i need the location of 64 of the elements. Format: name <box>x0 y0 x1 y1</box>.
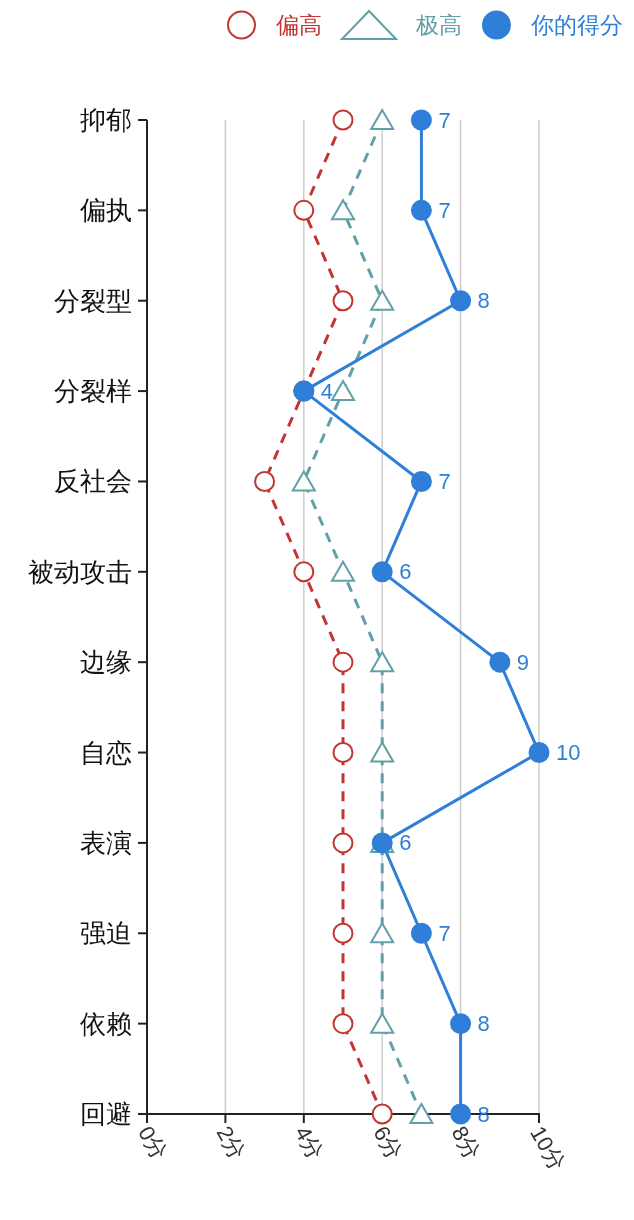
y-tick-label: 被动攻击 <box>28 556 132 587</box>
point <box>331 560 355 582</box>
x-tick-label: 4分 <box>289 1121 329 1164</box>
point <box>332 922 354 944</box>
data-label: 6 <box>399 559 412 585</box>
y-tick-label: 分裂样 <box>54 376 132 407</box>
point <box>293 561 315 583</box>
data-label: 6 <box>399 830 412 856</box>
data-label: 8 <box>477 1011 490 1037</box>
y-tick-label: 强迫 <box>80 918 132 949</box>
point <box>450 290 472 312</box>
point <box>450 1103 472 1125</box>
point <box>370 289 395 311</box>
point <box>370 1012 395 1034</box>
x-tick-label: 8分 <box>446 1121 486 1164</box>
x-tick-label: 2分 <box>211 1121 251 1164</box>
point <box>370 109 395 130</box>
point <box>332 1013 354 1035</box>
point <box>370 922 395 944</box>
point <box>371 561 393 583</box>
point <box>332 290 354 312</box>
point <box>410 199 432 221</box>
point <box>331 380 355 402</box>
point <box>489 651 511 673</box>
point <box>410 470 432 492</box>
point <box>293 199 315 221</box>
y-tick-label: 依赖 <box>80 1008 132 1039</box>
y-tick-label: 表演 <box>80 827 132 858</box>
x-tick-label: 10分 <box>525 1121 571 1175</box>
legend-label: 偏高 <box>276 12 322 38</box>
data-label: 9 <box>516 649 530 675</box>
point <box>332 651 354 673</box>
x-tick-label: 0分 <box>133 1121 172 1164</box>
point <box>528 742 550 764</box>
y-tick-label: 抑郁 <box>80 105 132 135</box>
point <box>410 922 432 944</box>
point <box>371 1103 393 1125</box>
point <box>332 832 354 854</box>
point <box>409 1103 434 1124</box>
point <box>331 199 355 221</box>
y-tick-label: 偏执 <box>80 195 132 226</box>
y-tick-label: 分裂型 <box>54 285 132 316</box>
data-label: 7 <box>438 107 451 133</box>
y-tick-label: 自恋 <box>80 737 132 768</box>
data-label: 7 <box>438 920 451 946</box>
point <box>450 1013 472 1035</box>
data-label: 7 <box>438 468 451 494</box>
legend-label: 极高 <box>415 12 462 38</box>
point <box>332 109 354 131</box>
y-tick-label: 回避 <box>80 1099 132 1129</box>
point <box>291 470 316 492</box>
x-tick-label: 6分 <box>368 1121 408 1164</box>
point <box>254 470 276 492</box>
y-tick-label: 边缘 <box>80 647 132 678</box>
data-label: 7 <box>438 197 451 223</box>
point <box>370 741 395 763</box>
point <box>332 742 354 764</box>
y-tick-label: 反社会 <box>54 466 132 497</box>
data-label: 8 <box>477 288 490 314</box>
data-label: 4 <box>320 378 334 404</box>
point <box>410 109 432 131</box>
legend-label: 你的得分 <box>530 12 623 38</box>
point <box>370 651 395 673</box>
data-label: 10 <box>556 740 581 766</box>
